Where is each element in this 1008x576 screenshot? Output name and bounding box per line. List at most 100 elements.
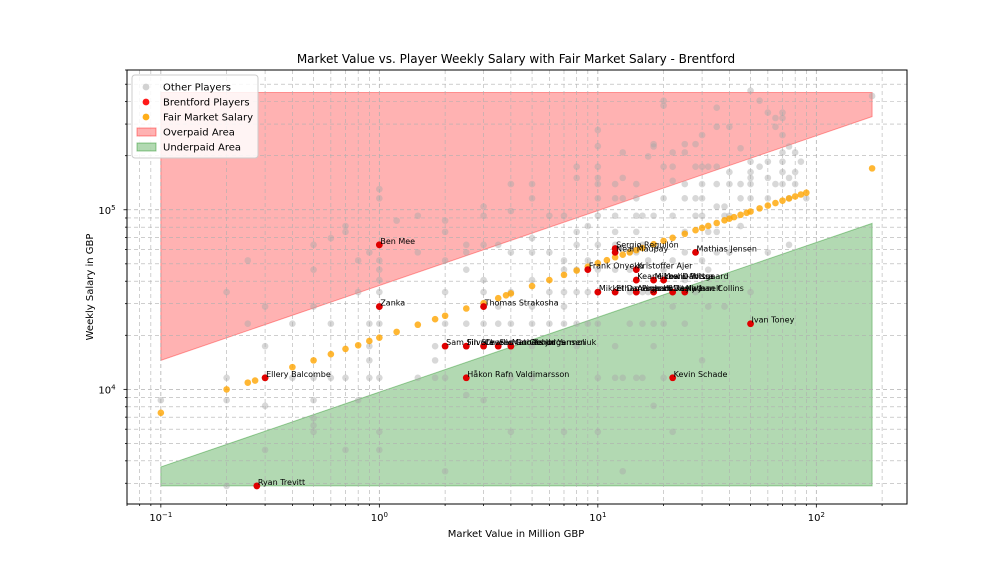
other-player-point (528, 374, 536, 382)
player-label: Håkon Rafn Valdimarsson (467, 369, 569, 379)
other-player-point (747, 87, 754, 95)
brentford-player-point (650, 288, 658, 296)
other-player-point (342, 222, 349, 230)
other-player-point (747, 195, 754, 202)
fair-salary-point (747, 208, 754, 215)
other-player-point (764, 109, 772, 116)
player-label: Ethan Pinnock (616, 284, 673, 293)
x-tick-label-base: 10 (589, 513, 602, 524)
brentford-player-point (681, 288, 689, 296)
other-player-point (713, 123, 721, 131)
other-player-point (289, 374, 296, 382)
other-player-point (573, 241, 580, 249)
other-player-point (462, 241, 470, 249)
other-player-point (414, 374, 422, 382)
other-player-point (528, 342, 536, 350)
other-player-point (157, 396, 165, 404)
fair-salary-point (698, 224, 706, 232)
legend-marker (142, 98, 150, 106)
fair-salary-point (354, 341, 362, 349)
other-player-point (779, 180, 786, 188)
other-player-point (366, 374, 373, 382)
other-player-point (528, 249, 536, 256)
other-player-point (560, 320, 568, 328)
other-player-point (342, 228, 349, 236)
brentford-player-point (261, 374, 269, 382)
player-label: Kristoffer Ajer (637, 262, 693, 271)
other-player-point (441, 374, 449, 382)
brentford-player-point (253, 482, 261, 490)
other-player-point (342, 446, 349, 454)
other-player-point (441, 467, 449, 475)
x-tick-label-base: 10 (808, 513, 821, 524)
other-player-point (611, 342, 619, 350)
other-player-point (639, 288, 646, 296)
other-player-point (310, 266, 317, 273)
other-player-point (261, 446, 269, 454)
brentford-player-point (480, 303, 487, 310)
other-player-point (376, 266, 383, 273)
other-player-point (756, 97, 763, 104)
player-label: Kevin Schade (674, 370, 728, 379)
x-tick-label-base: 10 (371, 513, 384, 524)
fair-salary-point (376, 334, 383, 341)
fair-salary-point (414, 321, 422, 329)
other-player-point (366, 249, 373, 256)
player-label: Fin Stevens (467, 338, 513, 347)
fair-salary-point (393, 328, 400, 336)
other-player-point (376, 276, 383, 284)
other-player-point (560, 288, 568, 296)
player-label: Thomas Strakosha (484, 299, 559, 308)
other-player-point (594, 212, 602, 220)
other-player-point (441, 228, 449, 236)
other-player-point (611, 212, 619, 220)
x-tick-label-exponent: 2 (820, 511, 824, 519)
other-player-point (244, 257, 252, 264)
y-axis-label: Weekly Salary in GBP (85, 234, 96, 341)
other-player-point (573, 163, 580, 170)
other-player-point (310, 241, 317, 249)
other-player-point (692, 195, 699, 202)
other-player-point (619, 195, 627, 202)
legend-marker (142, 113, 150, 121)
other-player-point (494, 320, 502, 328)
other-player-point (779, 114, 786, 122)
brentford-player-point (611, 248, 619, 256)
other-player-point (507, 320, 515, 328)
brentford-player-point (747, 320, 754, 328)
plot-frame (126, 69, 908, 505)
other-player-point (644, 257, 652, 264)
other-player-point (327, 234, 335, 242)
other-player-point (692, 212, 699, 220)
other-player-point (310, 396, 317, 404)
other-player-point (644, 153, 652, 160)
other-player-point (223, 482, 230, 490)
other-player-point (704, 303, 712, 310)
other-player-point (633, 195, 640, 202)
brentford-player-point (611, 288, 619, 296)
brentford-player-point (660, 276, 668, 284)
fair-salary-point (528, 282, 536, 290)
other-player-point (366, 357, 373, 364)
x-tick-label-exponent: 0 (383, 511, 387, 519)
other-player-point (611, 180, 619, 188)
other-player-point (393, 217, 400, 224)
y-tick-label-exponent: 4 (111, 383, 116, 391)
brentford-player-point (462, 374, 470, 382)
other-player-point (560, 266, 568, 273)
player-label: Josh Dasilva (654, 284, 703, 293)
other-player-point (785, 143, 793, 150)
other-player-point (726, 249, 733, 256)
fair-salary-point (730, 213, 738, 221)
y-tick-label-base: 10 (98, 385, 111, 396)
other-player-point (480, 288, 487, 296)
other-player-point (644, 288, 652, 296)
player-label: Mikkel Damsgaard (655, 272, 729, 281)
other-player-point (779, 109, 786, 116)
fair-salary-point (681, 230, 689, 238)
other-player-point (594, 320, 602, 328)
brentford-player-point (462, 342, 470, 350)
other-player-point (560, 212, 568, 220)
other-player-point (619, 374, 627, 382)
